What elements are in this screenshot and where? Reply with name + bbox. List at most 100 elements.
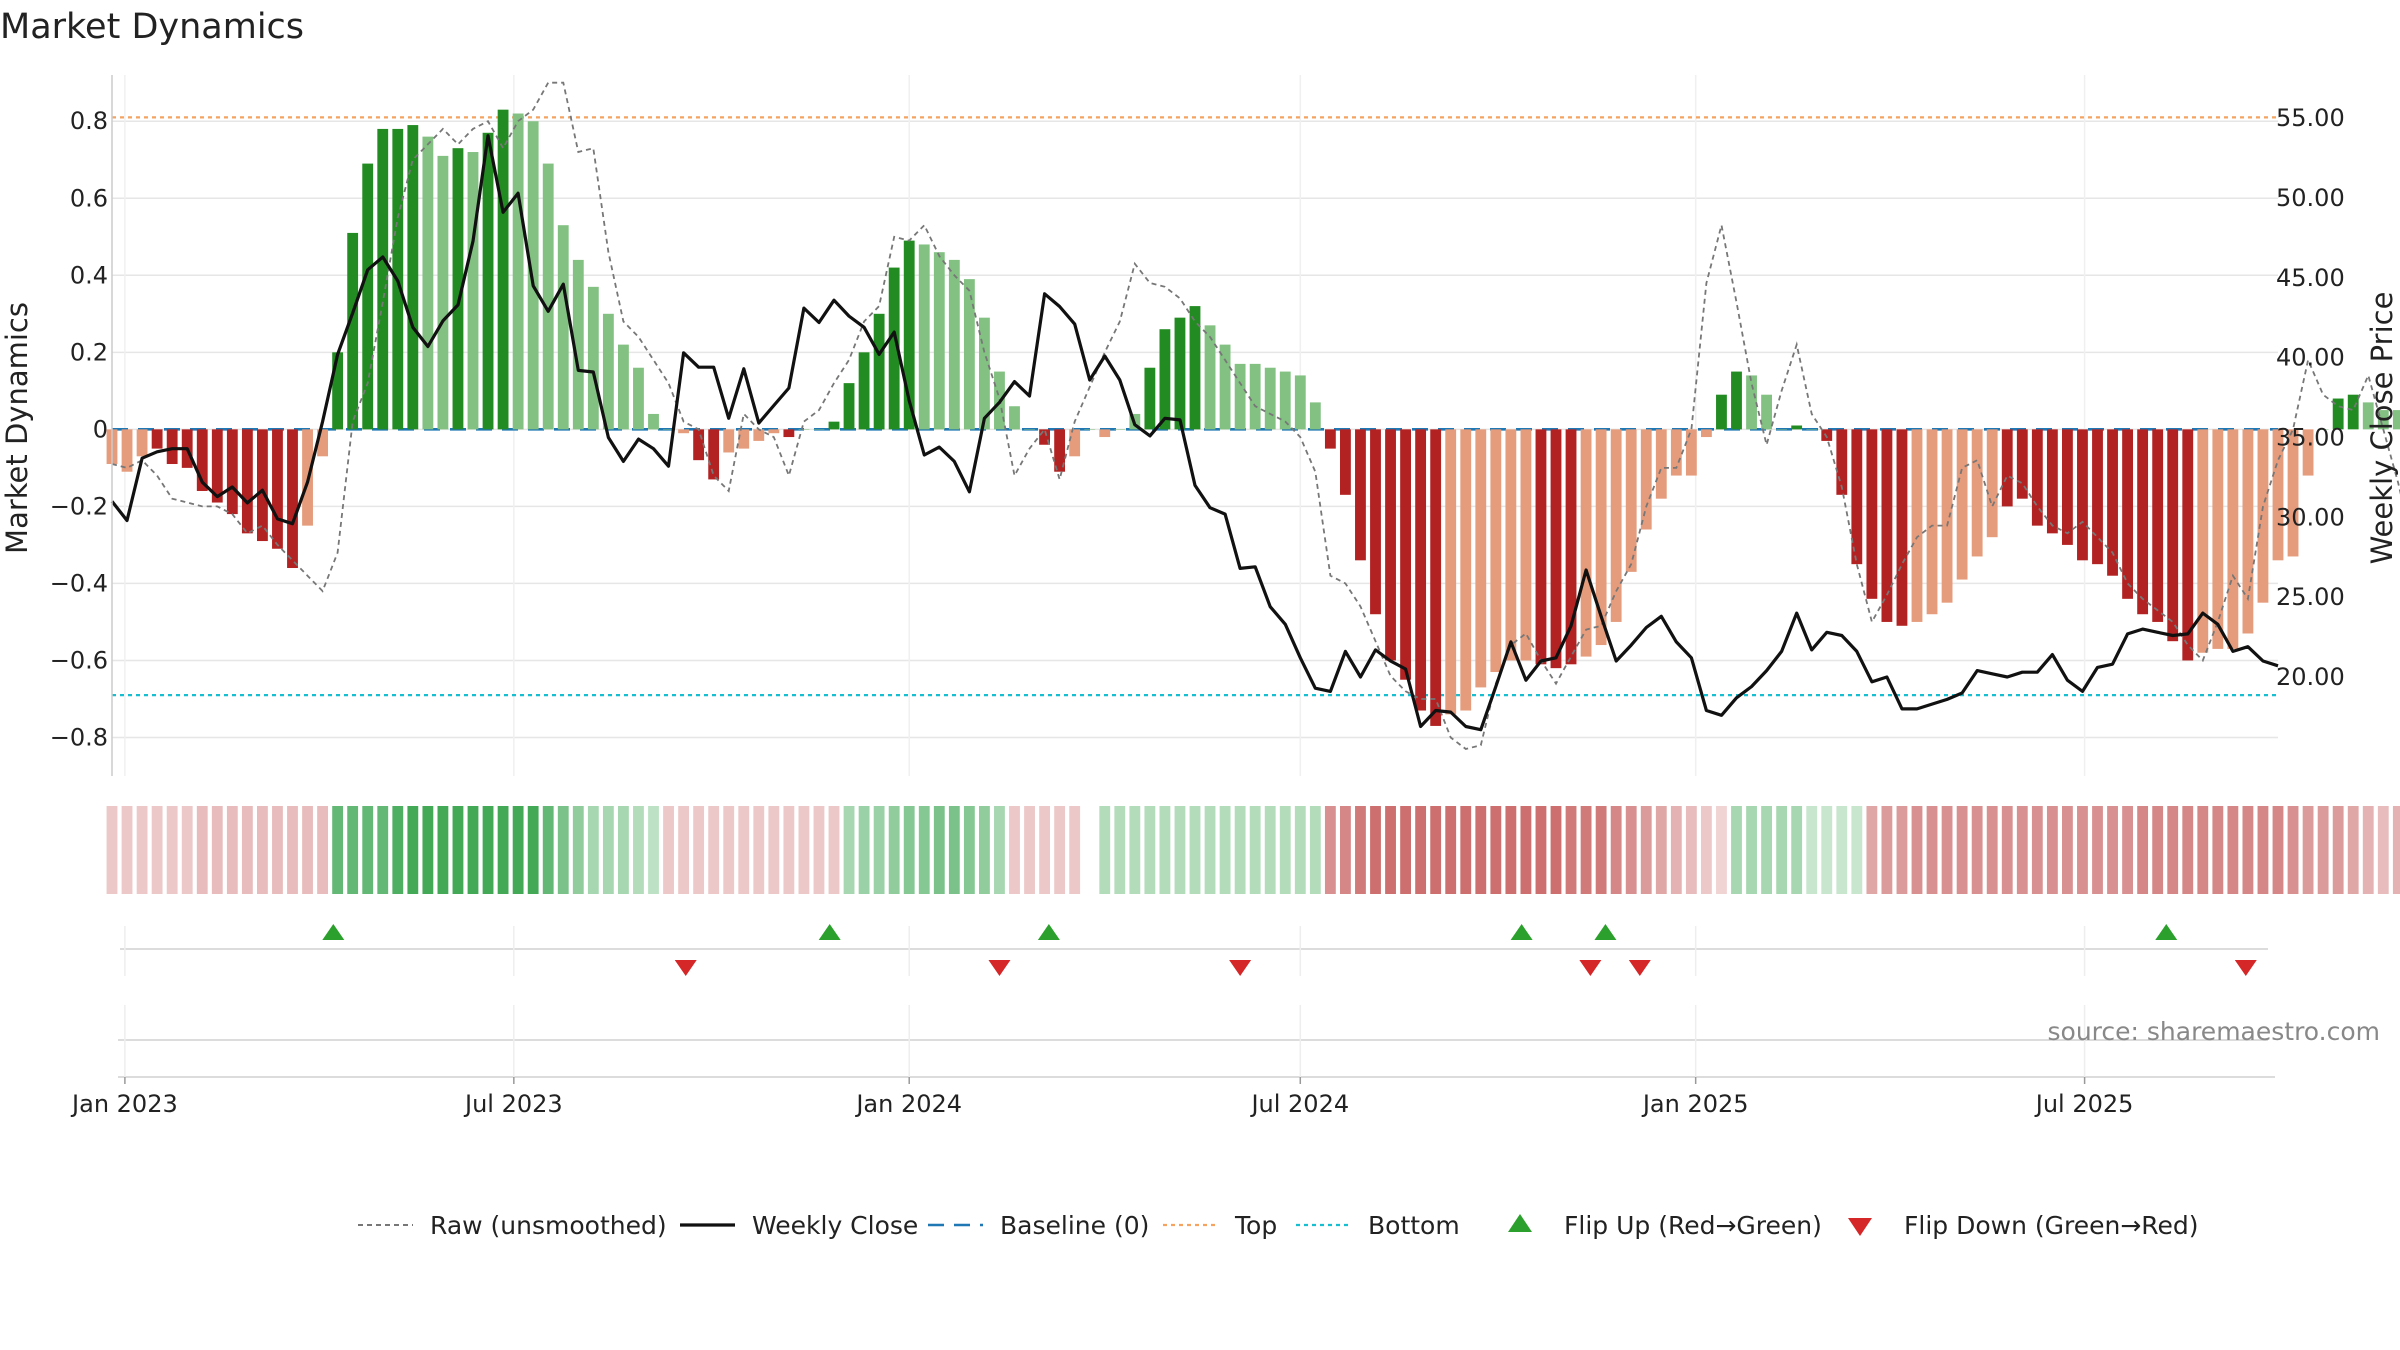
bar	[1460, 429, 1472, 711]
y-tick-label-left: −0.2	[50, 492, 108, 520]
bar	[437, 155, 449, 430]
strip-cell	[888, 806, 900, 894]
bar	[1159, 329, 1171, 430]
bar	[2212, 429, 2224, 649]
legend-label: Flip Down (Green→Red)	[1904, 1211, 2199, 1240]
strip-cell	[1475, 806, 1487, 894]
y-tick-label-left: −0.6	[50, 646, 108, 674]
flip-up-marker	[2155, 924, 2178, 940]
strip-cell	[1685, 806, 1697, 894]
flip-markers-panel	[120, 924, 2268, 976]
bar	[527, 121, 539, 430]
bar	[1670, 429, 1682, 476]
strip-cell	[1670, 806, 1682, 894]
bar	[196, 429, 208, 491]
y-tick-label-right: 50.00	[2276, 184, 2345, 212]
strip-cell	[407, 806, 419, 894]
bar	[1911, 429, 1923, 622]
strip-cell	[1159, 806, 1171, 894]
strip-cell	[557, 806, 569, 894]
flip-down-marker	[988, 960, 1011, 976]
legend-label: Raw (unsmoothed)	[430, 1211, 667, 1240]
strip-cell	[1881, 806, 1893, 894]
strip-cell	[1204, 806, 1216, 894]
bar	[2317, 429, 2329, 430]
flip-up-marker	[1037, 924, 1060, 940]
bar	[1580, 429, 1592, 657]
bar	[121, 429, 133, 472]
strip-cell	[1385, 806, 1396, 894]
bar	[1941, 429, 1953, 603]
bar	[2227, 429, 2239, 649]
legend-swatch	[1848, 1218, 1872, 1236]
bar	[1956, 429, 1968, 580]
strip-cell	[1986, 806, 1998, 894]
chart-title: Market Dynamics	[0, 7, 304, 47]
strip-cell	[1249, 806, 1261, 894]
bar	[1294, 375, 1306, 430]
strip-cell	[1911, 806, 1923, 894]
bar	[1174, 317, 1186, 430]
strip-cell	[2212, 806, 2224, 894]
strip-cell	[1054, 806, 1066, 894]
bar	[843, 383, 855, 430]
strip-cell	[1595, 806, 1607, 894]
strip-cell	[1174, 806, 1186, 894]
strip-cell	[1640, 806, 1652, 894]
bar	[1625, 429, 1637, 572]
strip-cell	[828, 806, 840, 894]
bar	[452, 148, 464, 430]
legend-item: Raw (unsmoothed)	[358, 1211, 667, 1240]
strip-cell	[963, 806, 975, 894]
strip-cell	[377, 806, 389, 894]
strip-cell	[1956, 806, 1968, 894]
bar	[1535, 429, 1547, 665]
flip-down-marker	[674, 960, 697, 976]
strip-cell	[347, 806, 359, 894]
bar	[1219, 344, 1231, 430]
y-tick-label-left: 0.2	[70, 338, 108, 366]
color-strip	[106, 806, 2400, 894]
strip-cell	[2092, 806, 2103, 894]
strip-cell	[1490, 806, 1502, 894]
strip-cell	[2257, 806, 2269, 894]
strip-cell	[618, 806, 629, 894]
bar	[648, 413, 659, 430]
bar	[2377, 410, 2389, 430]
strip-cell	[1400, 806, 1411, 894]
bar	[813, 429, 825, 430]
strip-cell	[211, 806, 223, 894]
strip-cell	[2031, 806, 2043, 894]
flip-up-marker	[1594, 924, 1617, 940]
strip-cell	[1610, 806, 1622, 894]
axes: 0.8 0.6 0.4 0.2 0 −0.2 −0.4 −0.6 −0.8 55.00 50.00 4…	[50, 75, 2345, 776]
strip-cell	[2332, 806, 2344, 894]
bar	[407, 125, 419, 430]
strip-cell	[422, 806, 434, 894]
flip-down-marker	[1628, 960, 1651, 976]
y-tick-label-left: 0.8	[70, 107, 108, 135]
legend-label: Baseline (0)	[1000, 1211, 1149, 1240]
strip-cell	[2317, 806, 2329, 894]
bar	[2272, 429, 2284, 561]
bar	[1144, 367, 1156, 430]
strip-cell	[302, 806, 313, 894]
bar	[1791, 425, 1803, 430]
legend-label: Weekly Close	[752, 1211, 918, 1240]
legend-item: Flip Down (Green→Red)	[1848, 1211, 2199, 1240]
strip-cell	[1189, 806, 1201, 894]
strip-cell	[633, 806, 644, 894]
strip-cell	[1971, 806, 1983, 894]
bar	[633, 367, 644, 430]
strip-cell	[1580, 806, 1592, 894]
bar	[1400, 429, 1411, 680]
bar	[2152, 429, 2164, 622]
y-tick-label-left: −0.4	[50, 569, 108, 597]
bar	[332, 352, 344, 430]
strip-cell	[587, 806, 599, 894]
y-tick-label-left: 0.6	[70, 184, 108, 212]
bar	[753, 429, 765, 441]
strip-cell	[2392, 806, 2400, 894]
strip-cell	[151, 806, 163, 894]
bar	[1550, 429, 1562, 669]
